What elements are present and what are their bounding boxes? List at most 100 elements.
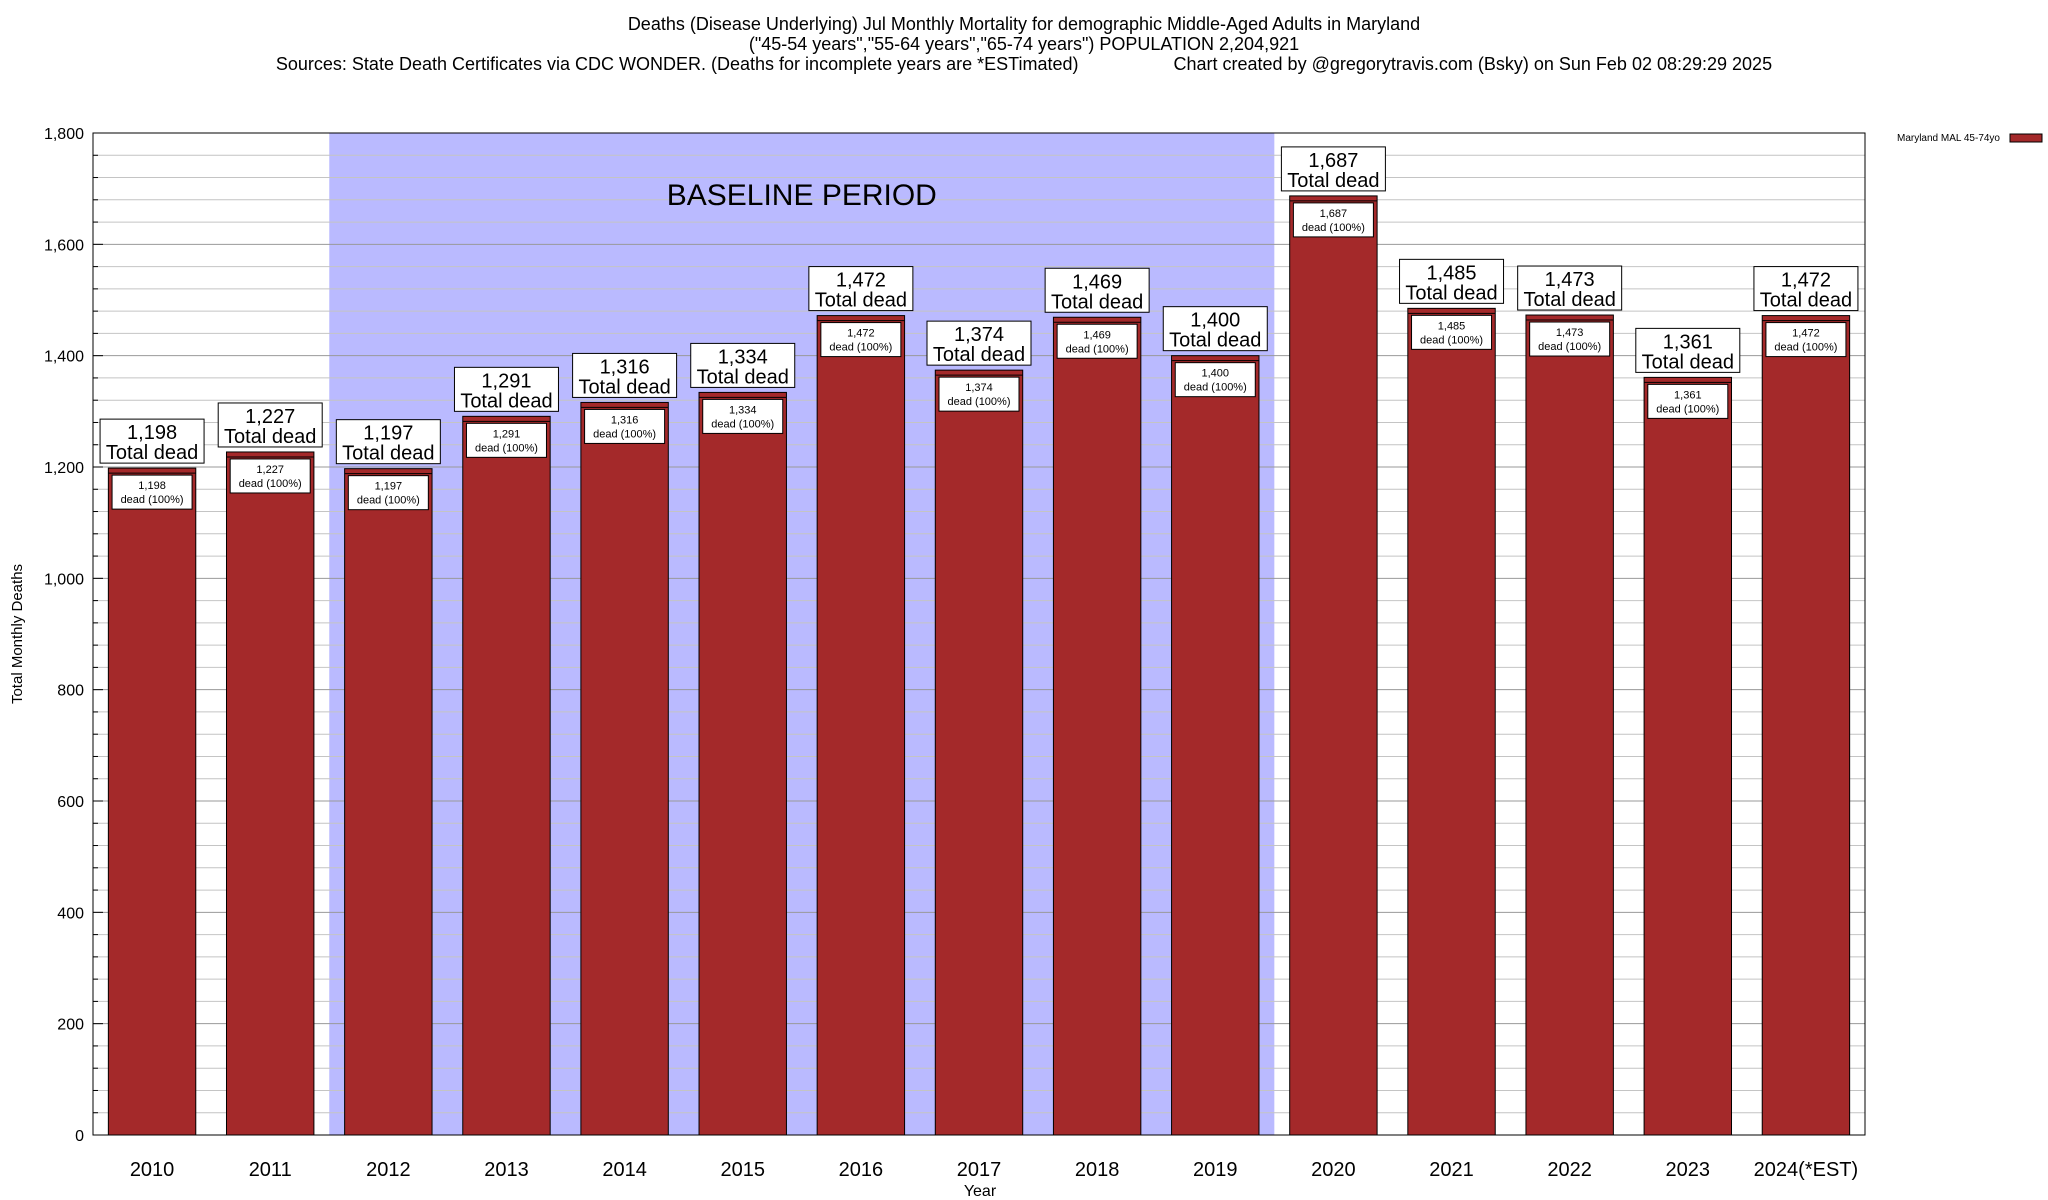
x-tick-label: 2022 <box>1547 1159 1592 1181</box>
x-tick-label: 2011 <box>249 1159 292 1181</box>
bar <box>934 369 1024 1136</box>
y-tick-label: 1,200 <box>44 460 84 477</box>
bar <box>580 401 669 1136</box>
x-tick-label: 2012 <box>366 1159 411 1181</box>
inner-label-box <box>702 398 784 434</box>
inner-label-box <box>1174 362 1256 398</box>
x-tick-label: 2024(*EST) <box>1754 1159 1859 1181</box>
top-label-box <box>1162 306 1268 352</box>
chart-credit: Chart created by @gregorytravis.com (Bsk… <box>1173 54 1773 74</box>
inner-label-text: dead (100%) <box>357 495 420 507</box>
bar <box>1407 307 1496 1136</box>
top-label-value: 1,400 <box>1190 310 1240 332</box>
chart-title: Deaths (Disease Underlying) Jul Monthly … <box>627 14 1421 34</box>
top-label-value: 1,197 <box>363 423 413 445</box>
inner-label-text: dead (100%) <box>829 342 892 354</box>
top-label-text: Total dead <box>1642 351 1734 373</box>
top-label-value: 1,485 <box>1427 262 1477 284</box>
y-tick-label: 600 <box>57 794 84 811</box>
top-label-value: 1,316 <box>600 356 650 378</box>
inner-label-box <box>465 422 547 458</box>
inner-label-value: 1,473 <box>1556 327 1584 339</box>
inner-label-box <box>938 376 1020 412</box>
inner-label-text: dead (100%) <box>1656 403 1719 415</box>
top-label-box <box>1635 327 1741 373</box>
top-label-value: 1,469 <box>1072 271 1122 293</box>
x-tick-label: 2015 <box>720 1159 765 1181</box>
bar <box>107 467 197 1136</box>
top-label-text: Total dead <box>106 442 198 464</box>
y-axis-label: Total Monthly Deaths <box>9 564 26 704</box>
legend-swatch <box>2009 133 2043 143</box>
inner-label-box <box>229 458 311 494</box>
x-tick-label: 2013 <box>484 1159 529 1181</box>
inner-label-box <box>1529 321 1611 357</box>
top-label-text: Total dead <box>1287 170 1379 192</box>
inner-label-text: dead (100%) <box>1774 342 1837 354</box>
x-tick-label: 2014 <box>602 1159 647 1181</box>
y-tick-label: 400 <box>57 905 84 922</box>
inner-label-box <box>1056 323 1138 359</box>
x-tick-label: 2023 <box>1666 1159 1711 1181</box>
top-label-value: 1,472 <box>1781 270 1831 292</box>
top-label-value: 1,227 <box>245 406 295 428</box>
inner-label-text: dead (100%) <box>1066 343 1129 355</box>
bar <box>225 451 315 1136</box>
inner-label-value: 1,472 <box>847 328 875 340</box>
x-tick-label: 2019 <box>1193 1159 1238 1181</box>
inner-label-box <box>1411 314 1493 350</box>
top-label-text: Total dead <box>1524 289 1616 311</box>
bar <box>1289 195 1378 1136</box>
top-label-text: Total dead <box>815 290 907 312</box>
y-tick-label: 800 <box>57 683 84 700</box>
top-label-box <box>1399 258 1505 304</box>
y-tick-label: 1,400 <box>44 349 84 366</box>
top-label-box <box>453 366 559 412</box>
inner-label-text: dead (100%) <box>1302 222 1365 234</box>
chart-sources-line: Sources: State Death Certificates via CD… <box>0 54 2048 74</box>
inner-label-value: 1,400 <box>1202 368 1230 380</box>
chart-sources: Sources: State Death Certificates via CD… <box>275 54 1079 74</box>
bar <box>344 468 433 1136</box>
bar <box>698 391 787 1136</box>
top-label-value: 1,374 <box>954 324 1004 346</box>
chart-header: Deaths (Disease Underlying) Jul Monthly … <box>0 14 2048 74</box>
bar <box>462 415 551 1136</box>
inner-label-value: 1,316 <box>611 414 639 426</box>
x-tick-label: 2021 <box>1429 1159 1474 1181</box>
top-label-value: 1,473 <box>1545 269 1595 291</box>
top-label-box <box>690 342 796 388</box>
inner-label-value: 1,198 <box>138 480 166 492</box>
x-tick-label: 2017 <box>957 1159 1002 1181</box>
legend-label: Maryland MAL 45-74yo <box>1897 133 2000 144</box>
y-tick-label: 1,000 <box>44 571 84 588</box>
top-label-value: 1,291 <box>481 370 531 392</box>
inner-label-box <box>111 474 193 510</box>
x-tick-label: 2010 <box>130 1159 175 1181</box>
top-label-text: Total dead <box>578 376 670 398</box>
top-label-value: 1,198 <box>127 422 177 444</box>
x-axis-label: Year <box>964 1183 997 1200</box>
inner-label-value: 1,469 <box>1083 329 1111 341</box>
inner-label-value: 1,197 <box>375 481 403 493</box>
top-label-text: Total dead <box>460 390 552 412</box>
y-tick-label: 200 <box>57 1017 84 1034</box>
y-tick-label: 0 <box>75 1128 84 1145</box>
bar <box>1761 315 1851 1136</box>
inner-label-box <box>1765 322 1847 358</box>
inner-label-text: dead (100%) <box>593 428 656 440</box>
top-label-text: Total dead <box>1405 282 1497 304</box>
top-label-text: Total dead <box>1169 330 1261 352</box>
inner-label-box <box>347 475 429 511</box>
top-label-box <box>1753 266 1859 312</box>
inner-label-box <box>584 408 666 444</box>
inner-label-value: 1,227 <box>256 464 284 476</box>
top-label-text: Total dead <box>1760 290 1852 312</box>
inner-label-box <box>1292 202 1374 238</box>
x-tick-label: 2018 <box>1075 1159 1120 1181</box>
inner-label-value: 1,334 <box>729 404 757 416</box>
inner-label-text: dead (100%) <box>948 396 1011 408</box>
top-label-box <box>99 418 205 464</box>
bar <box>1643 376 1733 1136</box>
